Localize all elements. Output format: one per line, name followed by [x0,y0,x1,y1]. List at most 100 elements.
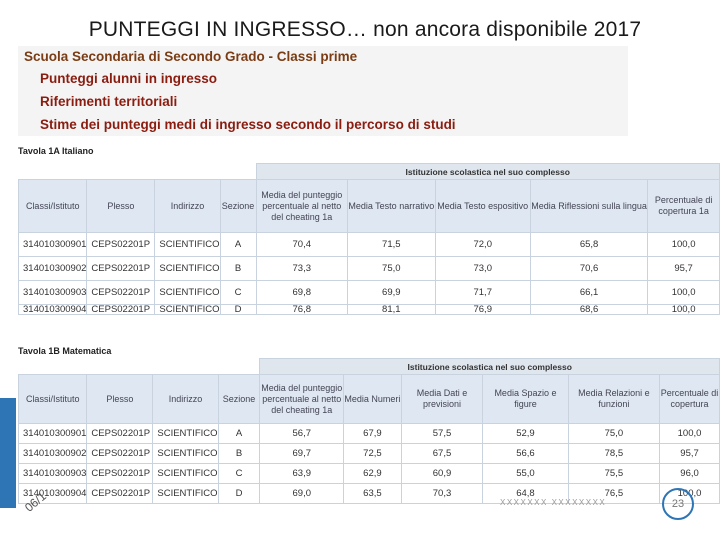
table1-col-header: Media Testo narrativo [347,179,436,233]
table-matematica: Istituzione scolastica nel suo complesso… [17,358,720,504]
menu-item-riferimenti[interactable]: Riferimenti territoriali [40,94,178,109]
table-cell: 81,1 [347,304,436,315]
table2-col-header: Sezione [217,374,261,424]
table-cell: 100,0 [647,232,720,257]
slide-number-badge: 23 [662,488,694,520]
table-cell: 60,9 [400,463,484,484]
table-cell: CEPS02201P [86,280,156,305]
table-cell: SCIENTIFICO [152,483,219,504]
table-cell: CEPS02201P [86,256,156,281]
table2-col-header: Media del punteggio percentuale al netto… [259,374,345,424]
table-cell: 62,9 [343,463,402,484]
table-cell: 63,5 [343,483,402,504]
table-cell: CEPS02201P [86,443,154,464]
table1-col-header: Sezione [219,179,257,233]
table-cell: 76,9 [434,304,531,315]
table-cell: 314010300902 [17,443,88,464]
table-cell: 71,7 [434,280,531,305]
table1-col-header: Indirizzo [154,179,221,233]
table2-group-header: Istituzione scolastica nel suo complesso [259,358,720,375]
table-cell: 56,6 [482,443,569,464]
table-cell: 56,7 [259,423,345,444]
table-cell: CEPS02201P [86,232,156,257]
table-row: 314010300904 CEPS02201P SCIENTIFICO D 76… [17,304,720,315]
menu-item-punteggi[interactable]: Punteggi alunni in ingresso [40,71,218,86]
slide-title: PUNTEGGI IN INGRESSO… non ancora disponi… [88,18,642,41]
report-menu-panel [18,46,628,136]
table-cell: 65,8 [529,232,649,257]
table-cell: 64,8 [482,483,569,504]
table-cell: 95,7 [659,443,720,464]
table-cell: 69,8 [255,280,349,305]
table-cell: 100,0 [647,304,720,315]
table-row: 314010300902 CEPS02201P SCIENTIFICO B 69… [17,443,720,464]
table-row: 314010300902 CEPS02201P SCIENTIFICO B 73… [17,256,720,281]
table2-col-header: Indirizzo [152,374,219,424]
table2-col-header: Classi/Istituto [17,374,88,424]
table1-col-header: Plesso [86,179,156,233]
table-cell: SCIENTIFICO [152,443,219,464]
table-cell: 314010300903 [17,463,88,484]
menu-item-stime[interactable]: Stime dei punteggi medi di ingresso seco… [40,117,456,132]
table-cell: 76,8 [255,304,349,315]
table-cell: SCIENTIFICO [154,304,221,315]
table-cell: 57,5 [400,423,484,444]
table-cell: C [219,280,257,305]
table-cell: 72,0 [434,232,531,257]
table-cell: 96,0 [659,463,720,484]
table-cell: SCIENTIFICO [154,256,221,281]
table-cell: B [219,256,257,281]
table-cell: 314010300901 [17,423,88,444]
table-cell: 100,0 [659,423,720,444]
table-italiano: Istituzione scolastica nel suo complesso… [17,163,720,315]
table-cell: 76,5 [567,483,661,504]
table-cell: 314010300904 [17,483,88,504]
table-cell: 75,0 [347,256,436,281]
table-cell: 63,9 [259,463,345,484]
table-cell: 69,0 [259,483,345,504]
table-cell: 314010300902 [17,256,88,281]
table-cell: CEPS02201P [86,463,154,484]
table2-col-header: Plesso [86,374,154,424]
table1-col-header: Classi/Istituto [17,179,88,233]
table2-corner [19,359,260,375]
table-row: 314010300904 CEPS02201P SCIENTIFICO D 69… [17,483,720,504]
table1-col-header: Media Riflessioni sulla lingua [529,179,649,233]
table-cell: 70,4 [255,232,349,257]
table-cell: 75,5 [567,463,661,484]
footer-text: XXXXXXX XXXXXXXX [500,498,607,507]
table-cell: CEPS02201P [86,304,156,315]
table-cell: 75,0 [567,423,661,444]
table-row: 314010300903 CEPS02201P SCIENTIFICO C 63… [17,463,720,484]
table2-col-header: Media Dati e previsioni [400,374,484,424]
table-cell: SCIENTIFICO [152,423,219,444]
menu-heading: Scuola Secondaria di Secondo Grado - Cla… [24,49,358,64]
table-cell: 314010300901 [17,232,88,257]
table-cell: 55,0 [482,463,569,484]
table-cell: 52,9 [482,423,569,444]
table1-group-header: Istituzione scolastica nel suo complesso [255,163,720,180]
accent-strip [0,398,16,508]
table-cell: SCIENTIFICO [154,232,221,257]
table-row: 314010300901 CEPS02201P SCIENTIFICO A 70… [17,232,720,257]
table-cell: 100,0 [647,280,720,305]
table-cell: 72,5 [343,443,402,464]
table-cell: D [217,483,261,504]
table1-caption: Tavola 1A Italiano [18,146,94,156]
table-row: 314010300903 CEPS02201P SCIENTIFICO C 69… [17,280,720,305]
table-cell: 71,5 [347,232,436,257]
table-row: 314010300901 CEPS02201P SCIENTIFICO A 56… [17,423,720,444]
table-cell: SCIENTIFICO [154,280,221,305]
table1-col-header: Percentuale di copertura 1a [647,179,720,233]
table-cell: 73,3 [255,256,349,281]
table-cell: A [219,232,257,257]
table-cell: B [217,443,261,464]
table-cell: 67,9 [343,423,402,444]
table-cell: 73,0 [434,256,531,281]
table-cell: D [219,304,257,315]
table2-col-header: Media Relazioni e funzioni [567,374,661,424]
table2-col-header: Media Numeri [343,374,402,424]
table-cell: CEPS02201P [86,483,154,504]
table2-col-header: Media Spazio e figure [482,374,569,424]
table1-col-header: Media Testo espositivo [434,179,531,233]
